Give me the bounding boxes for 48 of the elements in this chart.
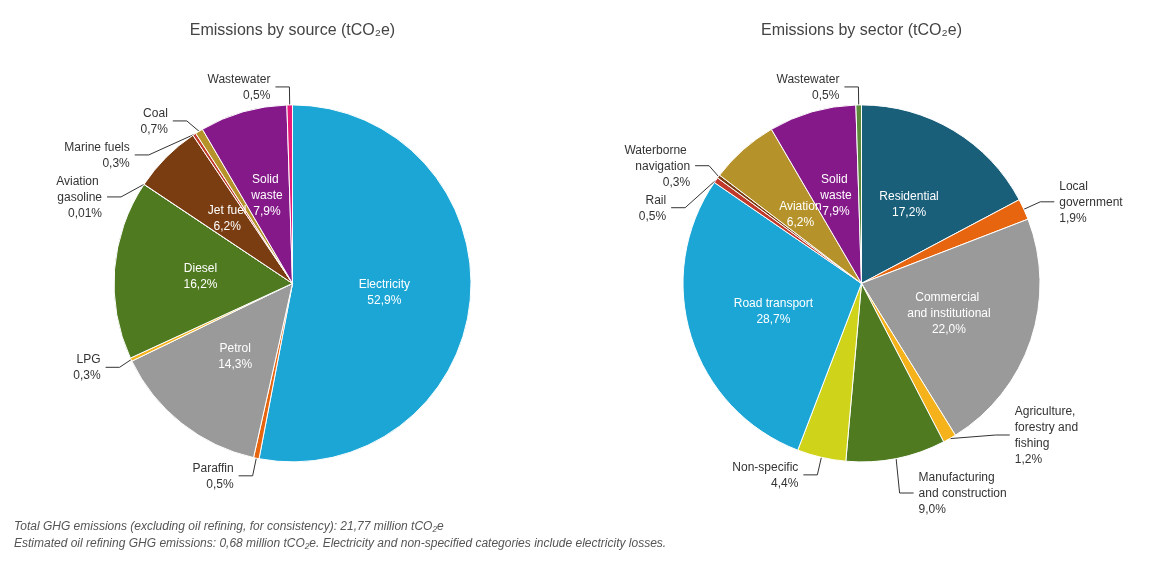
data-label: 28,7%	[756, 311, 791, 326]
slice-label: Non-specific	[732, 459, 799, 474]
data-label: 6,2%	[213, 219, 242, 234]
data-label: 4,4%	[770, 475, 799, 490]
data-label: 1,2%	[1014, 452, 1043, 466]
data-label: 14,3%	[218, 356, 253, 371]
slice-label: Agriculture, forestry and fishing	[1014, 404, 1082, 450]
slice-label: LPG	[76, 352, 101, 367]
slice-label: Manufacturing and construction	[918, 470, 1007, 500]
data-label: 0,3%	[662, 174, 691, 189]
data-label: 17,2%	[892, 205, 927, 220]
data-label: 6,2%	[786, 215, 815, 230]
slice-label: Local government	[1059, 178, 1124, 209]
chart-title: Emissions by sector (tCO₂e)	[761, 20, 962, 38]
slice-label: Commercial and institutional	[907, 289, 991, 320]
data-label: 0,5%	[243, 87, 271, 102]
data-label: 52,9%	[367, 293, 402, 308]
slice-label: Rail	[645, 192, 667, 207]
data-label: 16,2%	[183, 277, 218, 292]
slice-label: Aviation gasoline	[56, 173, 103, 204]
slice-label: Solid waste	[819, 171, 852, 202]
slice-label: Coal	[143, 105, 168, 120]
data-label: 22,0%	[931, 321, 967, 336]
data-label: 1,9%	[1059, 210, 1087, 225]
slice-label: Electricity	[358, 277, 411, 292]
slice-label: Marine fuels	[64, 139, 130, 154]
data-label: 0,3%	[73, 368, 101, 383]
slice-label: Waterborne navigation	[624, 142, 691, 173]
data-label: 7,9%	[253, 203, 281, 218]
slice-label: Wastewater	[776, 71, 840, 86]
data-label: 9,0%	[918, 502, 947, 516]
data-label: 0,5%	[638, 208, 667, 223]
chart-title: Emissions by source (tCO₂e)	[189, 20, 396, 38]
slice-label: Diesel	[183, 261, 218, 276]
slice-label: Solid waste	[250, 171, 283, 202]
data-label: 0,01%	[67, 205, 103, 220]
slice-label: Residential	[879, 189, 939, 204]
data-label: 0,5%	[206, 476, 234, 491]
data-label: 0,3%	[102, 155, 131, 170]
slice-label: Wastewater	[207, 71, 271, 86]
slice-label: Petrol	[219, 340, 251, 355]
text: Total GHG emissions (excluding oil refining, for consistency): 21,77 million tCO₂e	[14, 518, 445, 535]
text: Estimated oil refining GHG emissions: 0,68 million tCO₂e. Electricity and non-specified categories include electricity losses.	[14, 535, 668, 552]
data-label: 7,9%	[822, 203, 850, 218]
data-label: 0,7%	[140, 121, 169, 136]
slice-label: Paraffin	[192, 460, 234, 475]
data-label: 0,5%	[812, 87, 840, 102]
slice-label: Road transport	[733, 295, 814, 310]
